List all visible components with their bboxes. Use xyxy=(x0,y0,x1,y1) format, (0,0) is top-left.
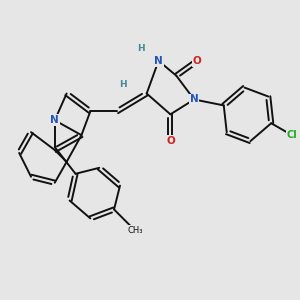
Text: Cl: Cl xyxy=(286,130,297,140)
Text: O: O xyxy=(193,56,202,66)
Text: N: N xyxy=(154,56,163,66)
Text: N: N xyxy=(50,115,59,125)
Text: O: O xyxy=(166,136,175,146)
Text: H: H xyxy=(137,44,145,53)
Text: CH₃: CH₃ xyxy=(127,226,142,235)
Text: H: H xyxy=(136,44,145,54)
Text: H: H xyxy=(119,80,127,89)
Text: H: H xyxy=(118,80,127,90)
Text: N: N xyxy=(190,94,199,104)
